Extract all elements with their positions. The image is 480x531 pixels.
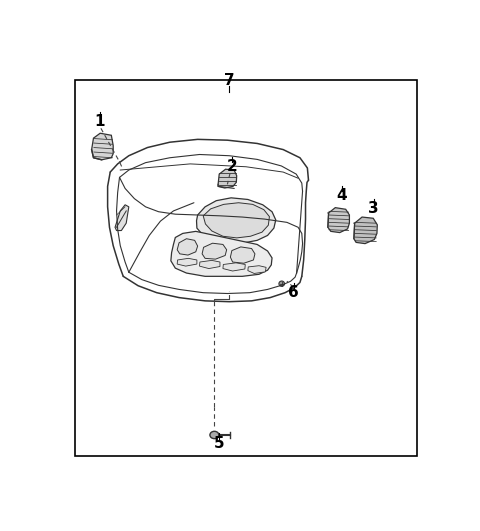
Polygon shape: [218, 169, 237, 188]
Polygon shape: [200, 260, 220, 269]
Polygon shape: [354, 217, 377, 244]
Polygon shape: [196, 198, 276, 243]
Ellipse shape: [210, 431, 219, 439]
Ellipse shape: [279, 281, 285, 286]
Text: 6: 6: [288, 285, 299, 300]
Polygon shape: [223, 263, 245, 271]
Polygon shape: [203, 203, 269, 238]
Text: 1: 1: [95, 114, 105, 129]
Polygon shape: [230, 247, 255, 263]
Polygon shape: [92, 133, 113, 160]
Polygon shape: [202, 243, 227, 259]
Text: 3: 3: [368, 201, 379, 216]
Polygon shape: [328, 208, 349, 233]
Text: 7: 7: [224, 73, 235, 88]
Text: 4: 4: [336, 188, 347, 203]
Polygon shape: [115, 205, 129, 230]
Text: 2: 2: [227, 159, 238, 174]
Polygon shape: [177, 239, 198, 255]
Polygon shape: [171, 232, 272, 276]
Text: 5: 5: [214, 435, 224, 451]
Polygon shape: [177, 259, 197, 266]
Polygon shape: [248, 266, 266, 273]
